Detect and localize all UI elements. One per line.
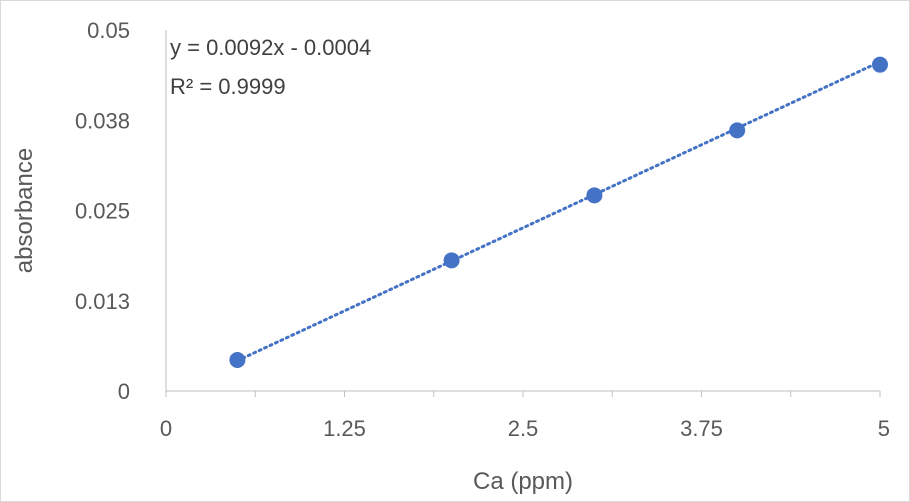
data-point: [586, 187, 603, 204]
y-tick-label: 0.013: [75, 289, 130, 314]
trendline-r-squared: R² = 0.9999: [170, 74, 286, 99]
x-tick-label: 1.25: [323, 416, 366, 441]
y-tick-label: 0.05: [87, 18, 130, 43]
data-point: [872, 56, 888, 73]
trendline-equation: y = 0.0092x - 0.0004: [170, 35, 371, 60]
y-tick-label: 0: [118, 379, 130, 404]
y-axis-title: absorbance: [11, 148, 38, 273]
x-tick-label: 5: [878, 416, 890, 441]
x-tick-label: 2.5: [508, 416, 539, 441]
data-point: [729, 122, 746, 139]
data-point: [443, 252, 460, 269]
x-tick-labels: 0 1.25 2.5 3.75 5: [160, 416, 890, 441]
trendline: [235, 60, 882, 363]
axes: [165, 30, 881, 397]
y-tick-label: 0.025: [75, 199, 130, 224]
trendline-group: [235, 60, 882, 363]
data-point: [229, 351, 246, 368]
x-tick-label: 0: [160, 416, 172, 441]
y-tick-label: 0.038: [75, 108, 130, 133]
x-axis-title: Ca (ppm): [473, 468, 573, 495]
y-tick-labels: 0 0.013 0.025 0.038 0.05: [75, 18, 130, 404]
x-tick-label: 3.75: [680, 416, 723, 441]
data-points: [229, 56, 888, 368]
